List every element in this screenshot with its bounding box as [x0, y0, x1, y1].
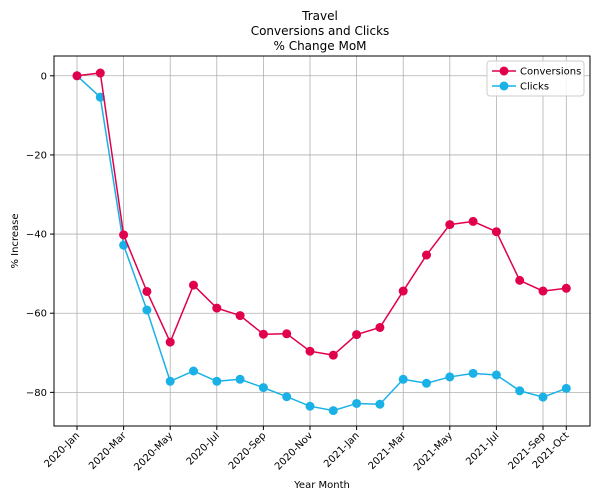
- conversions-point: [235, 311, 245, 321]
- clicks-point: [538, 392, 548, 402]
- conversions-point: [189, 280, 198, 290]
- x-tick-label: 2021-May: [412, 430, 455, 473]
- conversions-point: [328, 350, 338, 360]
- clicks-point: [282, 392, 292, 402]
- clicks-legend-label: Clicks: [520, 82, 549, 93]
- conversions-legend-label: Conversions: [520, 67, 581, 78]
- clicks-point: [212, 376, 222, 386]
- conversions-point: [538, 286, 548, 296]
- clicks-point: [258, 383, 268, 393]
- conversions-point: [422, 250, 431, 260]
- x-tick-label: 2020-Mar: [87, 430, 129, 472]
- clicks-point: [328, 406, 338, 416]
- clicks-point: [468, 368, 478, 378]
- conversions-point: [165, 337, 175, 347]
- clicks-point: [142, 305, 152, 315]
- conversions-point: [72, 71, 82, 81]
- conversions-point: [398, 286, 408, 296]
- y-tick-label: 0: [41, 71, 47, 82]
- conversions-point: [375, 322, 385, 332]
- clicks-point: [422, 378, 431, 388]
- y-tick-label: −60: [26, 309, 47, 320]
- x-axis-label: Year Month: [293, 480, 350, 491]
- conversions-point: [282, 329, 292, 339]
- clicks-point: [95, 92, 105, 102]
- series-group: [72, 68, 571, 416]
- conversions-point: [491, 227, 501, 237]
- grid: [54, 56, 590, 426]
- clicks-point: [305, 401, 315, 411]
- y-axis: 0 −20 −40 −60 −80: [26, 71, 54, 399]
- clicks-point: [165, 376, 175, 386]
- conversions-point: [352, 330, 362, 340]
- conversions-point: [119, 230, 129, 240]
- x-tick-label: 2020-May: [132, 430, 175, 473]
- legend-box: [486, 60, 585, 97]
- x-tick-label: 2021-Jul: [464, 430, 501, 467]
- conversions-point: [561, 283, 571, 293]
- chart-title-line: Travel: [301, 9, 338, 23]
- conversions-point: [515, 275, 525, 285]
- conversions-point: [305, 346, 315, 356]
- conversions-point: [468, 216, 478, 226]
- x-tick-label: 2020-Nov: [273, 430, 315, 472]
- x-axis: 2020-Jan 2020-Mar 2020-May 2020-Jul 2020-Sep…: [43, 426, 571, 473]
- y-tick-label: −40: [26, 230, 47, 241]
- conversions-line: [76, 72, 567, 356]
- legend: Conversions Clicks: [486, 60, 585, 97]
- clicks-legend-marker: [499, 81, 509, 91]
- x-tick-label: 2021-Mar: [367, 430, 409, 472]
- clicks-point: [561, 383, 571, 393]
- conversions-point: [258, 329, 268, 339]
- clicks-point: [189, 366, 198, 376]
- conversions-point: [445, 220, 455, 230]
- x-tick-label: 2021-Jan: [322, 430, 362, 470]
- chart-title-line: Conversions and Clicks: [251, 24, 390, 38]
- clicks-line: [76, 75, 567, 412]
- clicks-point: [398, 374, 408, 384]
- clicks-point: [375, 399, 385, 409]
- conversions-point: [95, 68, 105, 78]
- clicks-point: [445, 372, 455, 382]
- conversions-legend-marker: [499, 66, 509, 76]
- clicks-point: [119, 240, 129, 250]
- clicks-point: [491, 370, 501, 380]
- plot-frame: [53, 55, 591, 427]
- conversions-point: [212, 303, 222, 313]
- clicks-point: [352, 398, 362, 408]
- clicks-point: [515, 386, 525, 396]
- x-tick-label: 2020-Jul: [185, 430, 222, 467]
- y-tick-label: −80: [26, 388, 47, 399]
- x-tick-label: 2020-Jan: [43, 430, 83, 470]
- clicks-point: [235, 374, 245, 384]
- chart-title-line: % Change MoM: [273, 39, 366, 53]
- y-tick-label: −20: [26, 150, 47, 161]
- y-axis-label: % Increase: [10, 214, 21, 269]
- x-tick-label: 2020-Sep: [227, 430, 269, 472]
- conversions-point: [142, 286, 152, 296]
